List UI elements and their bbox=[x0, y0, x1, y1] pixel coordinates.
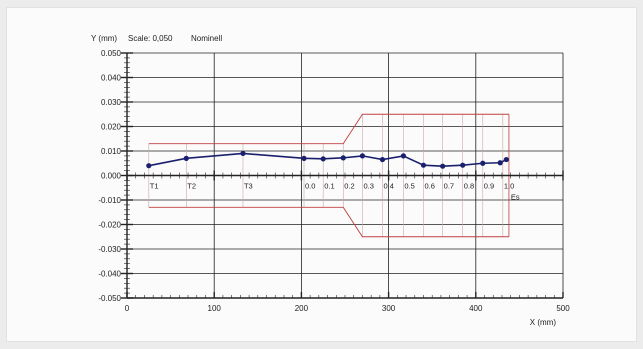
position-marker-label: T2 bbox=[187, 182, 196, 191]
series bbox=[146, 150, 509, 169]
position-marker-label: 0.5 bbox=[404, 182, 414, 191]
tolerance-lower-limit bbox=[148, 206, 509, 238]
axes bbox=[121, 52, 564, 299]
data-point bbox=[359, 153, 366, 159]
y-tick-label: 0.020 bbox=[101, 123, 122, 132]
data-point bbox=[503, 156, 509, 163]
position-marker-label: 0.8 bbox=[464, 182, 474, 191]
labels: 0.050 0.040 0.030 0.020 0.010 0.000 -0.010 -0.0… bbox=[98, 49, 570, 313]
data-point bbox=[440, 163, 446, 169]
x-tick-label: 400 bbox=[469, 304, 483, 313]
x-tick-label: 200 bbox=[295, 304, 309, 313]
position-marker-label: 1.0 bbox=[504, 182, 514, 191]
y-tick-label: -0.040 bbox=[98, 270, 121, 279]
chart-panel: 0.050 0.040 0.030 0.020 0.010 0.000 -0.010 -0.0… bbox=[6, 7, 637, 342]
position-marker-label: 0.9 bbox=[484, 182, 494, 191]
data-point bbox=[400, 153, 407, 159]
data-point bbox=[420, 162, 427, 168]
position-marker-label: T3 bbox=[244, 182, 253, 191]
data-point bbox=[301, 155, 307, 161]
position-marker-label: 0.1 bbox=[324, 182, 334, 191]
position-marker-label: 0.0 bbox=[305, 182, 315, 191]
scale-readout: Scale: 0,050 bbox=[128, 34, 173, 43]
y-tick-label: 0.030 bbox=[101, 98, 122, 107]
y-axis-label: Y (mm) bbox=[91, 34, 117, 43]
series-line bbox=[148, 152, 507, 167]
position-marker-label: 0.6 bbox=[424, 182, 434, 191]
y-tick-label: -0.010 bbox=[98, 196, 121, 205]
tolerance-upper-limit bbox=[148, 113, 509, 145]
mode-label: Nominell bbox=[191, 34, 222, 43]
y-tick-label: 0.010 bbox=[101, 147, 122, 156]
data-point bbox=[340, 155, 346, 161]
x-tick-label: 500 bbox=[556, 304, 570, 313]
position-marker-label: 0.2 bbox=[344, 182, 354, 191]
x-axis-label: X (mm) bbox=[530, 318, 557, 327]
y-tick-label: -0.020 bbox=[98, 221, 121, 230]
data-point bbox=[460, 162, 466, 168]
x-tick-label: 100 bbox=[208, 304, 222, 313]
position-marker-label: 0.4 bbox=[383, 182, 393, 191]
data-point bbox=[379, 156, 386, 163]
y-tick-label: 0.000 bbox=[101, 172, 122, 181]
data-point bbox=[183, 155, 189, 161]
data-point bbox=[480, 160, 486, 166]
y-tick-label: -0.050 bbox=[98, 294, 121, 303]
position-marker-label: 0.3 bbox=[363, 182, 373, 191]
data-point bbox=[146, 163, 152, 169]
y-tick-label: -0.030 bbox=[98, 245, 121, 254]
position-marker-label: T1 bbox=[150, 182, 159, 191]
end-label: Es bbox=[511, 193, 520, 202]
data-point bbox=[320, 156, 326, 162]
position-marker-label: 0.7 bbox=[444, 182, 454, 191]
data-point bbox=[240, 150, 246, 157]
y-tick-label: 0.050 bbox=[101, 49, 122, 58]
x-tick-label: 0 bbox=[125, 304, 130, 313]
y-tick-label: 0.040 bbox=[101, 74, 122, 83]
x-tick-label: 300 bbox=[382, 304, 396, 313]
line-chart: 0.050 0.040 0.030 0.020 0.010 0.000 -0.010 -0.0… bbox=[91, 34, 570, 327]
data-point bbox=[497, 160, 503, 166]
